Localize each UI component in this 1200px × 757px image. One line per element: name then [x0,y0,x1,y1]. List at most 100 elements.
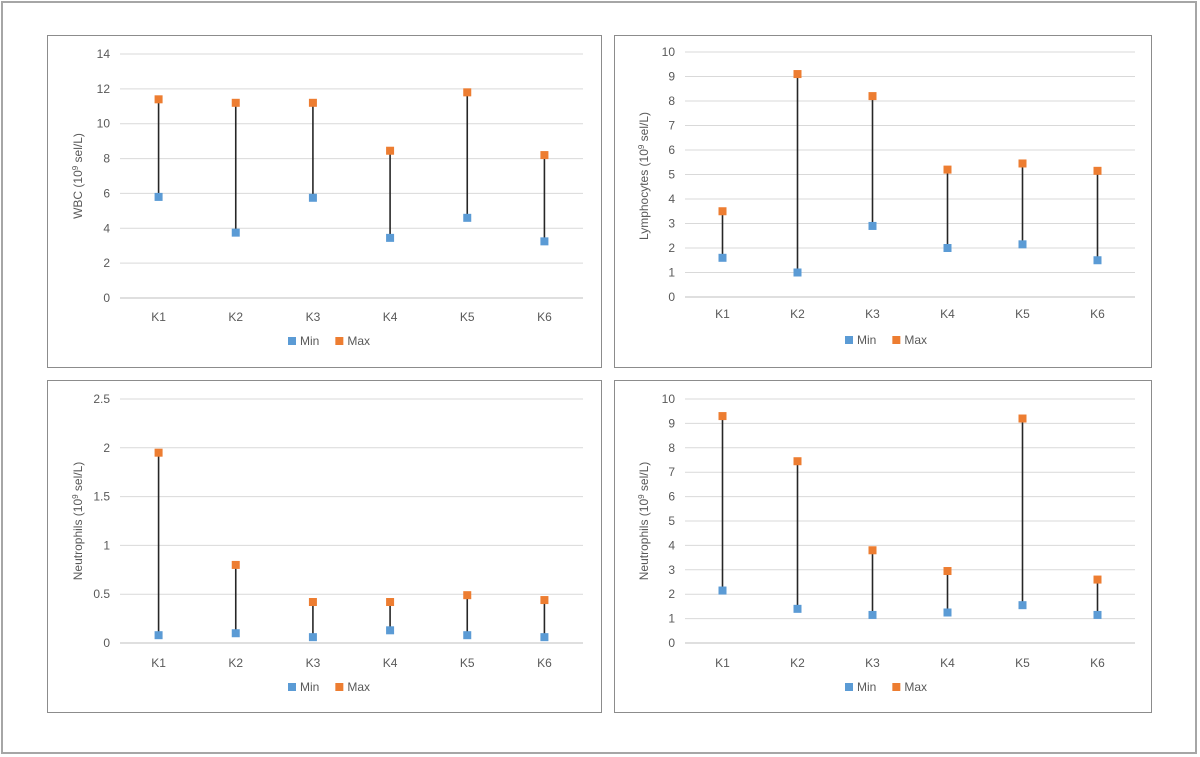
point-max [308,98,317,107]
chart-svg: 0 1 2 3 4 5 6 7 8 9 10 Neutrophils (109 sel/L) K1 K2 K… [637,392,1135,694]
y-axis-label: WBC (109 sel/L) [71,133,85,219]
y-tick-label: 0 [103,636,110,650]
legend-swatch-max [335,337,344,345]
point-max [718,412,727,421]
point-max [308,598,317,607]
point-max [386,146,395,155]
point-max [1018,414,1027,423]
y-tick-label: 8 [668,441,675,455]
legend-swatch-max [892,683,901,691]
x-tick-label: K1 [715,307,730,321]
point-max [540,151,549,160]
y-tick-label: 5 [668,168,675,182]
point-max [1093,166,1102,175]
point-min [868,221,877,230]
legend-swatch-min [288,337,296,345]
point-min [943,608,952,617]
x-tick-label: K1 [715,656,730,670]
y-tick-label: 2 [668,241,675,255]
y-tick-label: 8 [103,152,110,166]
point-max [154,95,163,104]
point-max [793,70,802,79]
point-min [463,213,472,222]
y-tick-label: 1 [103,538,110,552]
x-tick-label: K2 [228,656,243,670]
chart-svg: 0 2 4 6 8 10 12 14 WBC (109 sel/L) K1 K2 K3 K4 K5 K6 Mi… [71,47,583,348]
point-max [868,546,877,555]
legend-label-min: Min [857,680,876,694]
point-min [386,233,395,242]
chart-panel-lymphocytes: 0 1 2 3 4 5 6 7 8 9 10 Lymphocytes (109 sel/L) K1 K2 K… [614,35,1152,368]
point-max [793,457,802,466]
y-tick-label: 14 [97,47,111,61]
point-max [943,165,952,174]
chart-panel-wbc: 0 2 4 6 8 10 12 14 WBC (109 sel/L) K1 K2 K3 K4 K5 K6 Mi… [47,35,602,368]
x-tick-label: K3 [306,310,321,324]
point-min [718,586,727,595]
chart-svg: 0 0.5 1 1.5 2 2.5 Neutrophils (109 sel/L) K1 K2 K… [71,392,583,694]
y-tick-label: 6 [668,143,675,157]
point-min [868,610,877,619]
y-tick-label: 3 [668,217,675,231]
point-min [1093,610,1102,619]
y-tick-label: 4 [668,192,675,206]
point-min [463,631,472,640]
legend-label-max: Max [347,334,370,348]
point-max [1018,159,1027,168]
y-tick-label: 6 [103,186,110,200]
x-tick-label: K1 [151,310,166,324]
legend-swatch-min [845,683,853,691]
point-min [1093,256,1102,265]
point-min [1018,601,1027,610]
x-tick-label: K3 [865,307,880,321]
y-tick-label: 6 [668,490,675,504]
x-tick-label: K5 [1015,656,1030,670]
point-max [718,207,727,216]
point-min [718,253,727,262]
chart-panel-neutrophils-left: 0 0.5 1 1.5 2 2.5 Neutrophils (109 sel/L) K1 K2 K… [47,380,602,713]
x-tick-label: K2 [790,656,805,670]
point-max [540,596,549,605]
point-min [231,228,240,237]
x-tick-label: K4 [383,656,398,670]
x-tick-label: K6 [1090,656,1105,670]
point-min [943,244,952,252]
chart-panel-neutrophils-right: 0 1 2 3 4 5 6 7 8 9 10 Neutrophils (109 sel/L) K1 K2 K… [614,380,1152,713]
y-tick-label: 7 [668,119,675,133]
point-max [231,560,240,569]
y-axis-label: Neutrophils (109 sel/L) [71,462,85,581]
legend-swatch-max [335,683,344,691]
y-tick-label: 8 [668,94,675,108]
x-tick-label: K3 [865,656,880,670]
y-tick-label: 10 [97,117,111,131]
x-tick-label: K2 [228,310,243,324]
y-tick-label: 1 [668,612,675,626]
point-min [793,604,802,613]
point-min [1018,240,1027,249]
point-min [308,633,317,642]
y-tick-label: 1.5 [93,490,110,504]
point-min [231,629,240,638]
x-tick-label: K6 [537,310,552,324]
point-min [793,268,802,277]
y-axis-label: Lymphocytes (109 sel/L) [637,112,651,240]
point-min [154,631,163,640]
point-max [463,591,472,600]
y-tick-label: 2 [103,256,110,270]
chart-svg: 0 1 2 3 4 5 6 7 8 9 10 Lymphocytes (109 sel/L) K1 K2 K… [637,45,1135,347]
legend-label-max: Max [904,333,927,347]
point-min [540,237,549,246]
point-max [463,88,472,97]
x-tick-label: K2 [790,307,805,321]
point-min [386,626,395,635]
y-tick-label: 9 [668,70,675,84]
y-tick-label: 12 [97,82,111,96]
y-tick-label: 0 [668,636,675,650]
legend-swatch-min [845,336,853,344]
x-tick-label: K5 [460,310,475,324]
x-tick-label: K1 [151,656,166,670]
y-tick-label: 0 [668,290,675,304]
legend-swatch-min [288,683,296,691]
point-max [868,92,877,101]
